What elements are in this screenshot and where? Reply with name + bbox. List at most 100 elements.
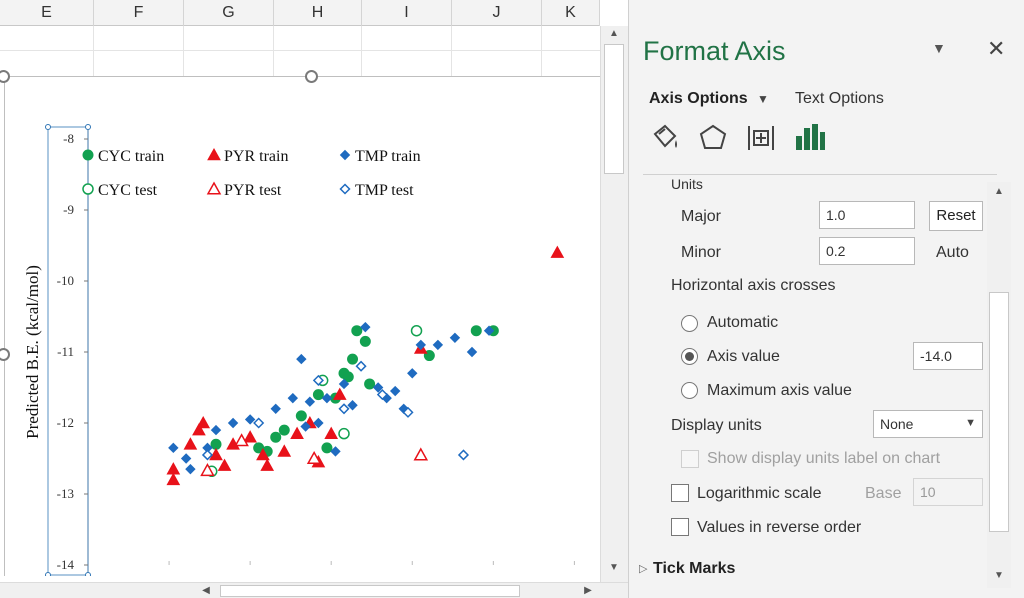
- horizontal-axis-crosses-label: Horizontal axis crosses: [671, 277, 836, 294]
- chart-resize-handle[interactable]: [305, 70, 318, 83]
- data-point: [227, 417, 239, 429]
- axis-value-input[interactable]: -14.0: [913, 342, 983, 370]
- legend-marker: [339, 149, 351, 161]
- legend-entry-label: PYR test: [224, 182, 282, 199]
- sheet-horizontal-scrollbar[interactable]: ◀ ▶: [0, 582, 628, 598]
- logarithmic-scale-checkbox[interactable]: [671, 484, 689, 502]
- units-header: Units: [671, 176, 703, 192]
- legend-entry-label: CYC train: [98, 148, 164, 165]
- data-point: [201, 449, 214, 461]
- data-point: [183, 437, 198, 450]
- scroll-down-arrow-icon[interactable]: ▼: [994, 570, 1004, 581]
- scroll-up-arrow-icon[interactable]: ▲: [994, 186, 1004, 197]
- column-header-i[interactable]: I: [362, 0, 452, 26]
- sheet-vertical-scrollbar[interactable]: ▲ ▼: [600, 26, 628, 582]
- scroll-left-arrow-icon[interactable]: ◀: [202, 585, 210, 596]
- data-point: [332, 387, 347, 400]
- scroll-thumb[interactable]: [989, 292, 1009, 532]
- radio-axis-value[interactable]: [681, 348, 698, 365]
- column-header-g[interactable]: G: [184, 0, 274, 26]
- major-unit-input[interactable]: 1.0: [819, 201, 915, 229]
- data-point: [270, 403, 281, 415]
- data-point: [270, 431, 282, 443]
- data-point: [470, 325, 482, 337]
- data-point: [168, 442, 179, 454]
- data-point: [277, 444, 292, 457]
- radio-automatic-label[interactable]: Automatic: [707, 314, 779, 331]
- base-input[interactable]: 10: [913, 478, 983, 506]
- radio-axis-value-label[interactable]: Axis value: [707, 348, 780, 365]
- logarithmic-scale-label[interactable]: Logarithmic scale: [697, 485, 822, 502]
- data-point: [432, 339, 444, 351]
- radio-maximum-axis-value-label[interactable]: Maximum axis value: [707, 382, 852, 399]
- chart-area[interactable]: [4, 76, 600, 576]
- legend-marker: [82, 149, 94, 161]
- tab-axis-options[interactable]: Axis Options: [649, 90, 748, 107]
- display-units-value: None: [880, 416, 914, 432]
- data-point: [449, 332, 461, 344]
- axis-options-icon[interactable]: [791, 120, 827, 156]
- column-header-h[interactable]: H: [274, 0, 362, 26]
- data-point: [304, 396, 316, 407]
- minor-unit-input[interactable]: 0.2: [819, 237, 915, 265]
- tab-text-options[interactable]: Text Options: [795, 90, 884, 107]
- y-axis-selection: [47, 126, 89, 576]
- tick-marks-section[interactable]: Tick Marks: [653, 560, 736, 577]
- legend-entry-label: PYR train: [224, 148, 288, 165]
- scatter-chart[interactable]: -8 -9 -10 -11 -12 -13 -14 Predicted B.E. (kcal/…: [0, 0, 600, 576]
- data-point: [457, 449, 470, 461]
- data-point: [410, 324, 423, 337]
- reverse-order-label[interactable]: Values in reverse order: [697, 519, 862, 536]
- pane-options-dropdown-icon[interactable]: ▼: [932, 40, 946, 56]
- display-units-select[interactable]: None ▼: [873, 410, 983, 438]
- y-tick-label: -9: [63, 202, 74, 217]
- radio-maximum-axis-value[interactable]: [681, 382, 698, 399]
- data-point: [347, 400, 358, 411]
- spreadsheet-area[interactable]: E F G H I J K -8 -9 -10 -11 -12 -13 -14 Predict…: [0, 0, 628, 598]
- data-point: [210, 424, 222, 436]
- minor-auto-label: Auto: [936, 244, 969, 261]
- data-point: [278, 424, 290, 436]
- legend-entry-label: CYC test: [98, 182, 158, 199]
- legend-marker: [339, 183, 351, 195]
- chart-resize-handle[interactable]: [0, 70, 10, 83]
- data-point: [347, 353, 359, 365]
- reset-button[interactable]: Reset: [929, 201, 983, 231]
- data-point: [217, 458, 232, 471]
- legend-marker: [206, 181, 222, 195]
- effects-icon[interactable]: [695, 120, 731, 156]
- data-point: [260, 458, 275, 471]
- data-point: [351, 325, 363, 337]
- y-tick-label: -8: [63, 131, 74, 146]
- data-point: [372, 382, 384, 393]
- column-header-e[interactable]: E: [0, 0, 94, 26]
- column-header-k[interactable]: K: [542, 0, 600, 26]
- base-label: Base: [865, 485, 902, 502]
- major-label: Major: [681, 208, 722, 225]
- scroll-thumb[interactable]: [220, 585, 520, 597]
- expand-arrow-icon[interactable]: ▷: [639, 563, 648, 575]
- chevron-down-icon[interactable]: ▼: [757, 92, 769, 106]
- scroll-right-arrow-icon[interactable]: ▶: [584, 585, 592, 596]
- column-header-f[interactable]: F: [94, 0, 184, 26]
- pane-vertical-scrollbar[interactable]: ▲ ▼: [987, 182, 1011, 588]
- size-properties-icon[interactable]: [743, 120, 779, 156]
- close-icon[interactable]: ✕: [987, 36, 1006, 61]
- data-point: [296, 353, 307, 365]
- column-header-j[interactable]: J: [452, 0, 542, 26]
- radio-automatic[interactable]: [681, 315, 698, 332]
- scroll-up-arrow-icon[interactable]: ▲: [609, 28, 619, 39]
- show-units-label-text: Show display units label on chart: [707, 450, 941, 467]
- show-units-label-checkbox[interactable]: [681, 450, 699, 468]
- scroll-thumb[interactable]: [604, 44, 624, 174]
- data-point: [359, 335, 371, 347]
- axis-options-panel: Units Major 1.0 Reset Minor 0.2 Auto Hor…: [643, 176, 987, 586]
- scroll-down-arrow-icon[interactable]: ▼: [609, 562, 619, 573]
- format-axis-pane: Format Axis ▼ ✕ Axis Options ▼ Text Opti…: [628, 0, 1024, 598]
- legend-marker: [207, 147, 221, 161]
- reverse-order-checkbox[interactable]: [671, 518, 689, 536]
- data-point: [209, 447, 223, 461]
- data-point: [287, 392, 299, 404]
- chart-resize-handle[interactable]: [0, 348, 10, 361]
- fill-line-icon[interactable]: [647, 120, 683, 156]
